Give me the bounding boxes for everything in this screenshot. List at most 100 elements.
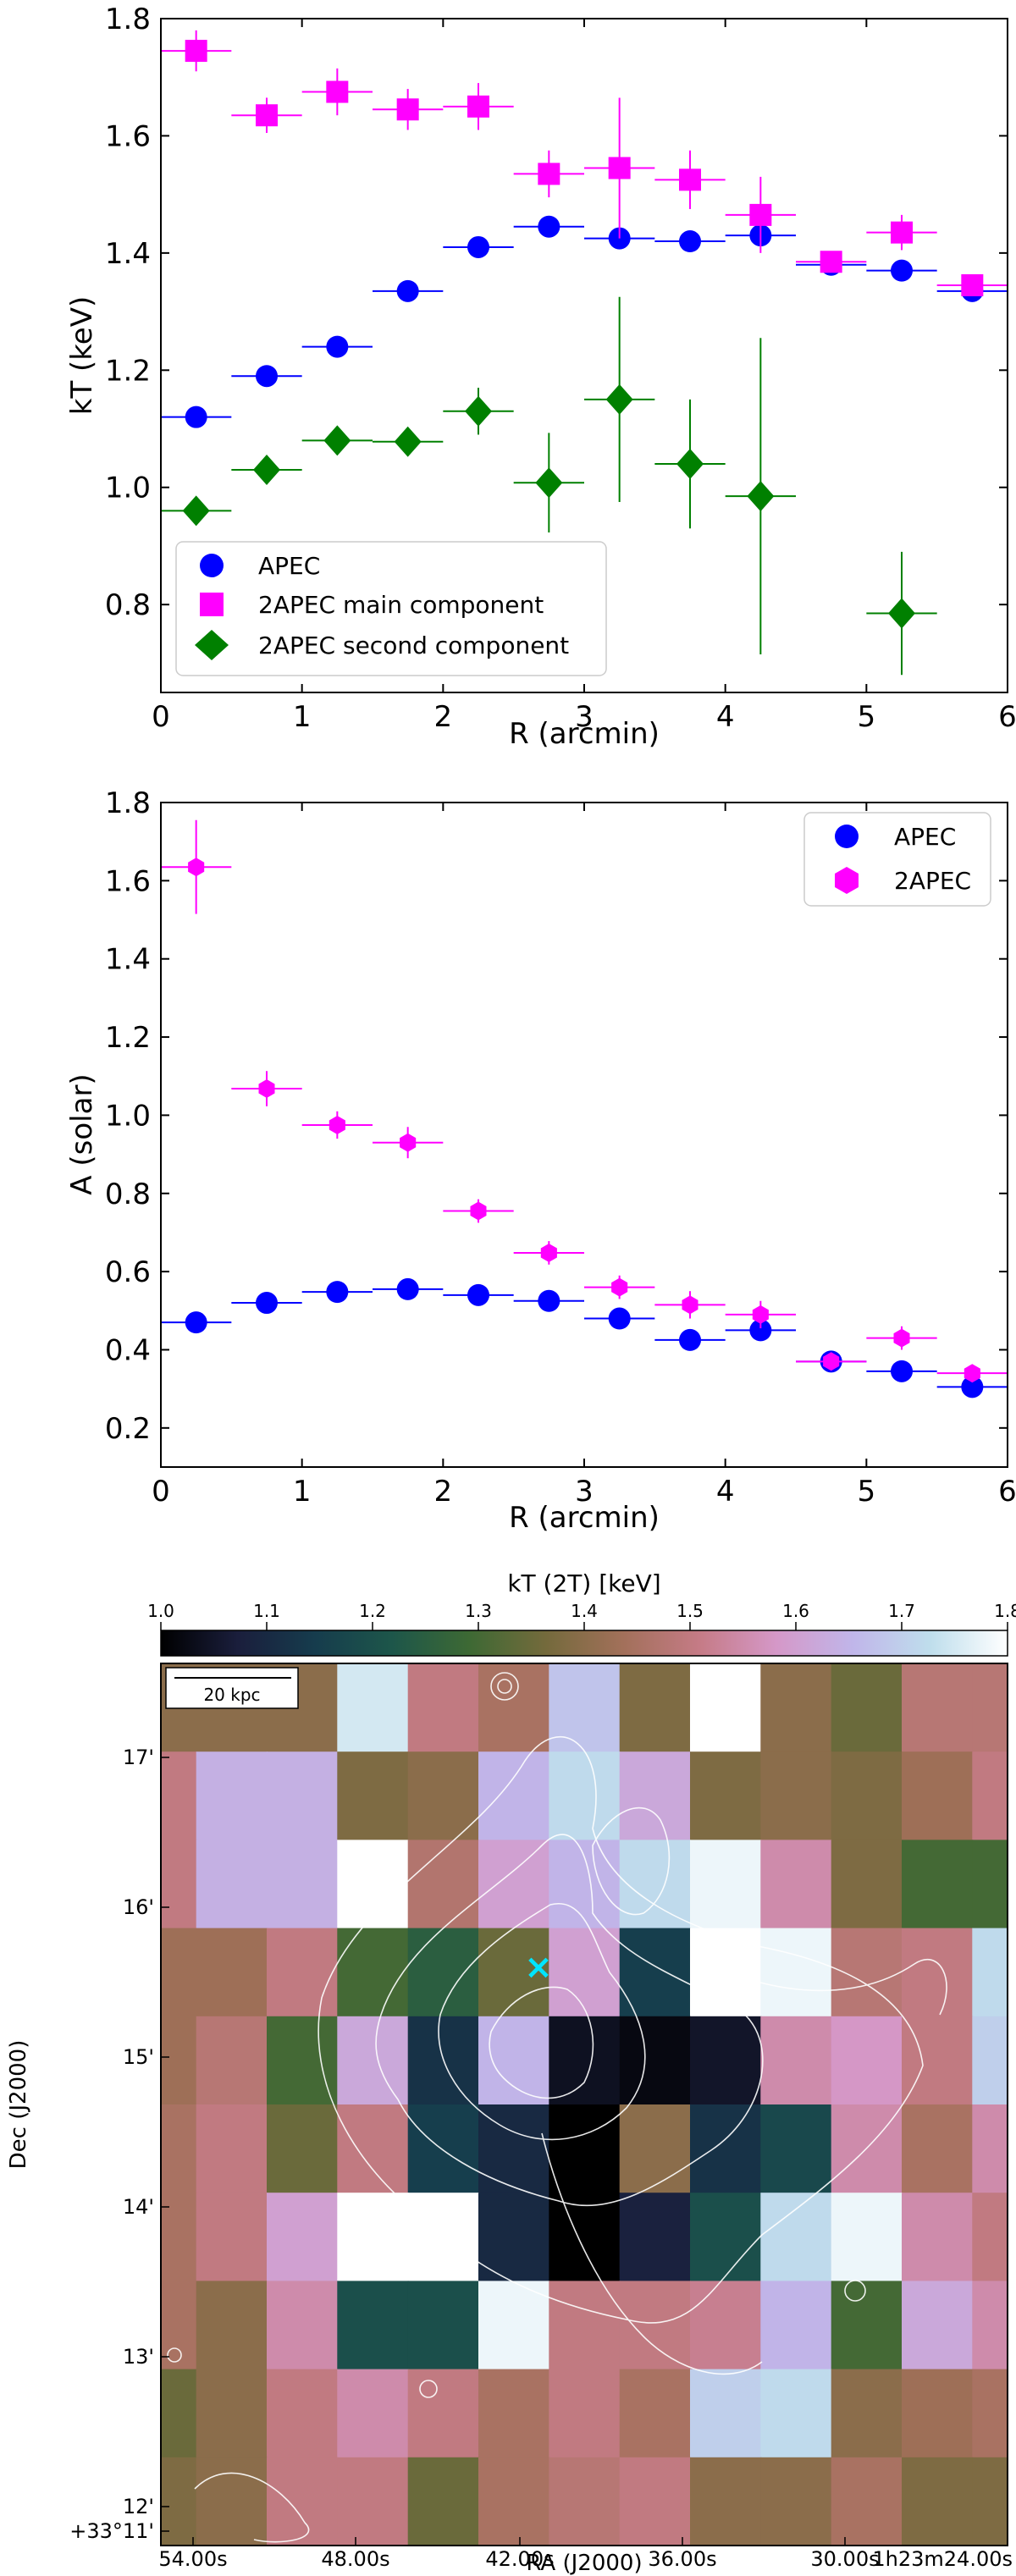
data-point [185,40,207,63]
colorbar-ticks: 1.0 1.1 1.2 1.3 1.4 1.5 1.6 1.7 1.8 [147,1601,1016,1630]
voronoi-bin [337,2104,409,2194]
x-tick-label: 4 [716,700,735,734]
data-point [679,168,701,191]
voronoi-bin [267,2193,339,2282]
voronoi-bin [407,2369,479,2458]
data-point [747,481,775,512]
voronoi-bin [760,2369,832,2458]
contour-southwest [194,2472,310,2543]
temperature-map-y-label: Dec (J2000) [6,2040,31,2170]
temperature-profile-panel: 0 1 2 3 4 5 6 0.8 1.0 1.2 1.4 1.6 1.8 R (arcmin) kT… [65,3,1016,751]
x-tick-label: 4 [716,1475,735,1509]
voronoi-bin [760,2281,832,2370]
legend-apec-marker [835,825,859,848]
scalebar-label: 20 kpc [203,1685,260,1705]
voronoi-bin [196,2457,268,2546]
voronoi-bin [619,1751,691,1841]
temperature-profile-x-label: R (arcmin) [509,717,660,751]
voronoi-bin [196,2193,268,2282]
voronoi-bin [902,1928,974,2017]
y-tick-label: 0.4 [105,1333,151,1367]
y-tick-label: 1.0 [105,1099,151,1133]
voronoi-bin [972,1663,1008,1753]
voronoi-bin [902,2369,974,2458]
series-0 [161,1277,1008,1398]
y-tick-label: 1.8 [105,786,151,820]
voronoi-bin [407,2104,479,2194]
legend-apec-label: APEC [894,823,956,851]
data-point [182,495,210,527]
legend-2apec-label: 2APEC [894,867,971,895]
voronoi-bin [972,2369,1008,2458]
voronoi-bin [337,2457,409,2546]
y-tick-label: 0.6 [105,1255,151,1289]
voronoi-bin [549,1840,621,1929]
voronoi-bin [972,1751,1008,1841]
contour-small-west [167,2347,182,2363]
data-point [538,1289,560,1312]
voronoi-bin [337,1663,409,1753]
data-point [679,1328,701,1351]
temperature-profile-legend: APEC 2APEC main component 2APEC second c… [175,541,607,676]
voronoi-bin [196,2016,268,2105]
legend-2apec-main-label: 2APEC main component [258,591,544,619]
data-point [467,235,489,258]
x-tick-label: 2 [434,700,453,734]
x-tick-label: 6 [998,1475,1016,1509]
temperature-profile-y-ticks: 0.8 1.0 1.2 1.4 1.6 1.8 [105,3,1008,622]
abundance-profile-panel: 0 1 2 3 4 5 6 0.2 0.4 0.6 0.8 1.0 1.2 1.4 1.6 1.8 R (a… [65,786,1016,1535]
contour-outer [318,1736,924,2324]
data-point [258,1079,275,1098]
data-point [185,1311,207,1334]
legend-apec-marker [200,554,224,577]
x-tick-label: 2 [434,1475,453,1509]
x-tick-label: 1 [293,1475,312,1509]
data-point [256,104,278,127]
temperature-map-x-label: RA (J2000) [526,2551,642,2576]
data-point [964,1364,980,1383]
legend-box [175,541,607,676]
voronoi-bin [161,1840,197,1929]
contour-4 [489,1986,594,2099]
y-tick-label: 1.4 [105,943,151,977]
x-marker: × [524,1948,553,1987]
map-cells [161,1663,1008,2546]
data-point [396,279,419,302]
y-tick-label: 1.2 [105,354,151,388]
voronoi-bin [831,2016,903,2105]
voronoi-bin [690,2193,762,2282]
temperature-map-image: 20 kpc × [161,1663,1008,2546]
contour-east-source [844,2280,866,2302]
data-point [329,1116,345,1134]
temperature-map-x-ticks: 54.00s 48.00s 42.00s 36.00s 30.00s1h23m24.00… [158,2537,1013,2571]
y-tick-label: 13' [123,2345,154,2369]
voronoi-bin [407,1928,479,2017]
data-point [820,251,842,273]
data-point [752,1305,769,1324]
data-point [326,80,349,103]
voronoi-bin [478,2193,550,2282]
voronoi-bin [972,2104,1008,2194]
abundance-profile-x-ticks: 0 1 2 3 4 5 6 [152,803,1016,1509]
voronoi-bin [972,2016,1008,2105]
data-point [679,230,701,253]
abundance-profile-plot-area [161,819,1008,1398]
y-tick-label: 17' [123,1746,154,1769]
x-tick-label: 48.00s [321,2547,389,2571]
voronoi-bin [478,2016,550,2105]
scalebar-box [165,1667,299,1709]
x-tick-label: 36.00s [648,2547,716,2571]
voronoi-bin [690,1663,762,1753]
y-tick-label: +33°11' [69,2519,154,2543]
data-point [891,259,913,282]
x-tick-label: 3 [575,700,594,734]
voronoi-bin [196,1840,268,1929]
colorbar-tick-label: 1.4 [571,1601,598,1621]
voronoi-bin [831,2369,903,2458]
y-tick-label: 1.8 [105,3,151,36]
data-point [749,1319,772,1342]
data-point [188,858,205,877]
data-point [396,1277,419,1300]
colorbar-tick-label: 1.8 [994,1601,1016,1621]
voronoi-bin [407,1751,479,1841]
